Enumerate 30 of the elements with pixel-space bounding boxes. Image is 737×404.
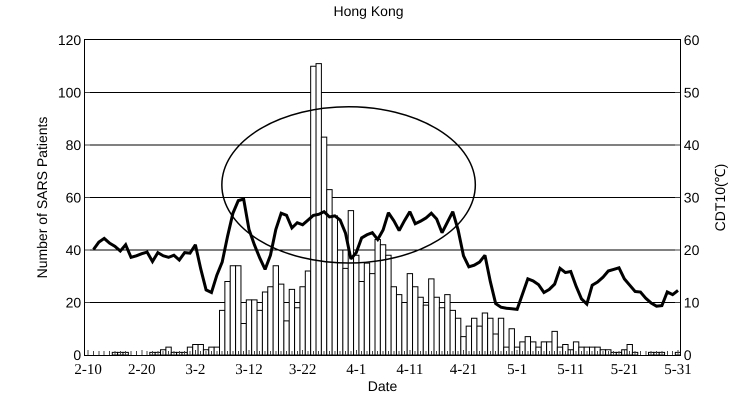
y-tick-label: 20 [66, 294, 82, 310]
y2-tick-label: 0 [684, 346, 692, 363]
y2-tick-label: 60 [684, 32, 700, 48]
x-tick-label: 2-20 [128, 362, 156, 378]
y-tick-label: 60 [66, 189, 82, 206]
y-axis-title: Number of SARS Patients [34, 116, 50, 278]
y2-axis-title: CDT10(℃) [712, 164, 728, 232]
x-tick-label: 4-1 [346, 362, 366, 378]
x-tick-label: 3-2 [185, 362, 206, 378]
y-tick-label: 0 [73, 346, 82, 363]
x-axis-title: Date [368, 378, 398, 394]
y2-tick-label: 40 [684, 136, 700, 153]
y2-tick-label: 20 [684, 242, 700, 258]
x-tick-label: 5-1 [507, 362, 528, 378]
y-tick-label: 120 [58, 32, 82, 48]
y2-tick-label: 10 [684, 294, 700, 310]
y2-tick-label: 50 [684, 84, 700, 100]
x-tick-label: 5-31 [664, 362, 692, 378]
y2-tick-label: 30 [684, 189, 700, 206]
x-tick-label: 4-11 [396, 362, 424, 378]
x-tick-label: 3-22 [288, 362, 316, 378]
x-tick-label: 2-10 [74, 362, 102, 378]
x-tick-label: 5-11 [557, 362, 584, 378]
y-tick-label: 40 [66, 242, 82, 258]
y-tick-label: 100 [58, 84, 82, 100]
x-tick-label: 3-12 [235, 362, 263, 378]
x-tick-label: 5-21 [610, 362, 638, 378]
y-tick-label: 80 [66, 136, 82, 153]
x-tick-label: 4-21 [450, 362, 478, 378]
chart-title: Hong Kong [333, 2, 404, 19]
